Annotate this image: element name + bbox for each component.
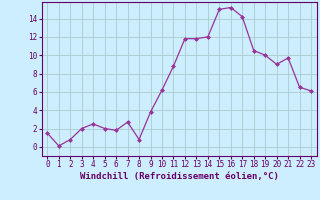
X-axis label: Windchill (Refroidissement éolien,°C): Windchill (Refroidissement éolien,°C) bbox=[80, 172, 279, 181]
